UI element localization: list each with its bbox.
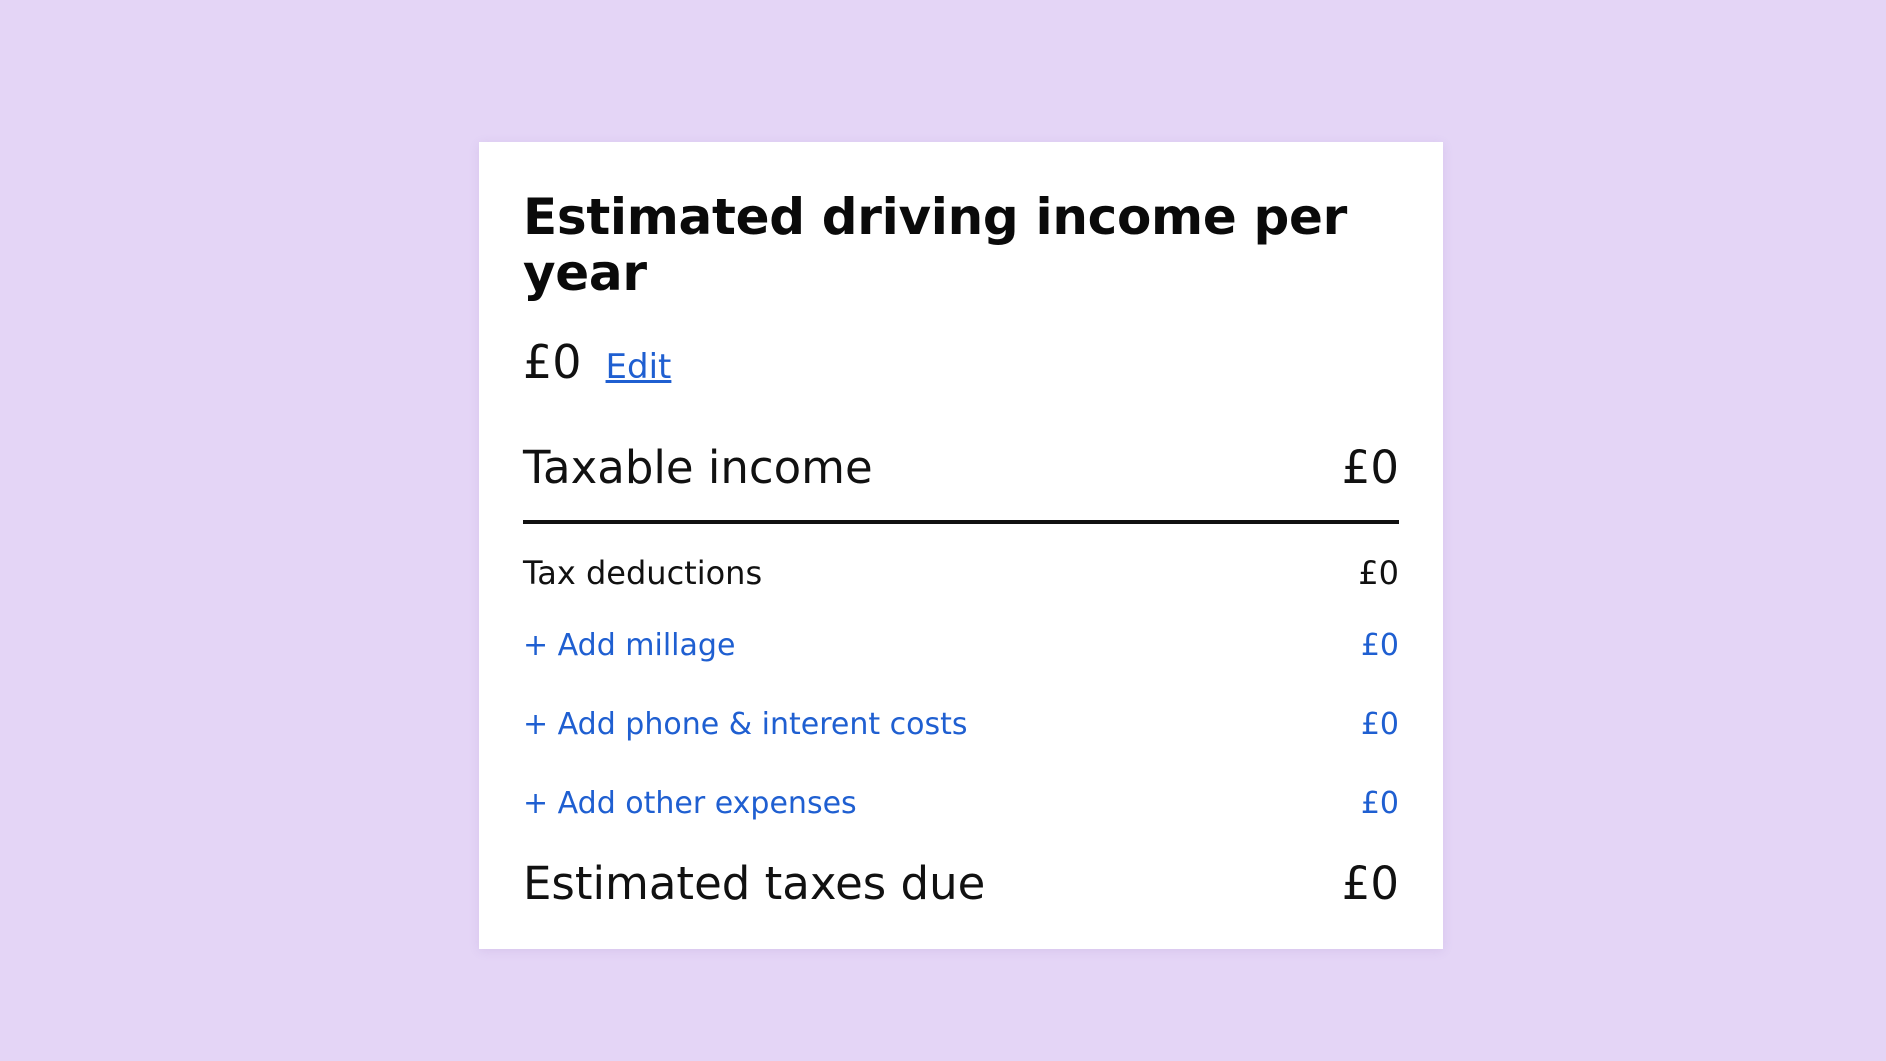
phone-internet-value: £0 <box>1360 707 1399 742</box>
card-title: Estimated driving income per year <box>523 188 1348 302</box>
add-other-expenses-row[interactable]: + Add other expenses £0 <box>523 786 1399 821</box>
estimated-taxes-value: £0 <box>1341 857 1399 910</box>
other-expenses-value: £0 <box>1360 786 1399 821</box>
estimated-taxes-row: Estimated taxes due £0 <box>523 857 1399 910</box>
add-mileage-row[interactable]: + Add millage £0 <box>523 628 1399 663</box>
add-phone-internet-row[interactable]: + Add phone & interent costs £0 <box>523 707 1399 742</box>
income-value: £0 <box>523 335 582 389</box>
tax-deductions-row: Tax deductions £0 <box>523 554 1399 592</box>
estimated-taxes-label: Estimated taxes due <box>523 857 986 910</box>
taxable-income-value: £0 <box>1341 441 1399 494</box>
add-mileage-link[interactable]: + Add millage <box>523 628 736 663</box>
taxable-income-label: Taxable income <box>523 441 873 494</box>
add-phone-internet-link[interactable]: + Add phone & interent costs <box>523 707 968 742</box>
taxable-income-row: Taxable income £0 <box>523 441 1399 524</box>
income-card: Estimated driving income per year £0 Edi… <box>479 142 1443 949</box>
mileage-value: £0 <box>1360 628 1399 663</box>
tax-deductions-value: £0 <box>1358 554 1399 592</box>
tax-deductions-label: Tax deductions <box>523 554 763 592</box>
edit-income-link[interactable]: Edit <box>605 347 672 387</box>
add-other-expenses-link[interactable]: + Add other expenses <box>523 786 857 821</box>
income-line: £0 Edit <box>523 335 1399 389</box>
